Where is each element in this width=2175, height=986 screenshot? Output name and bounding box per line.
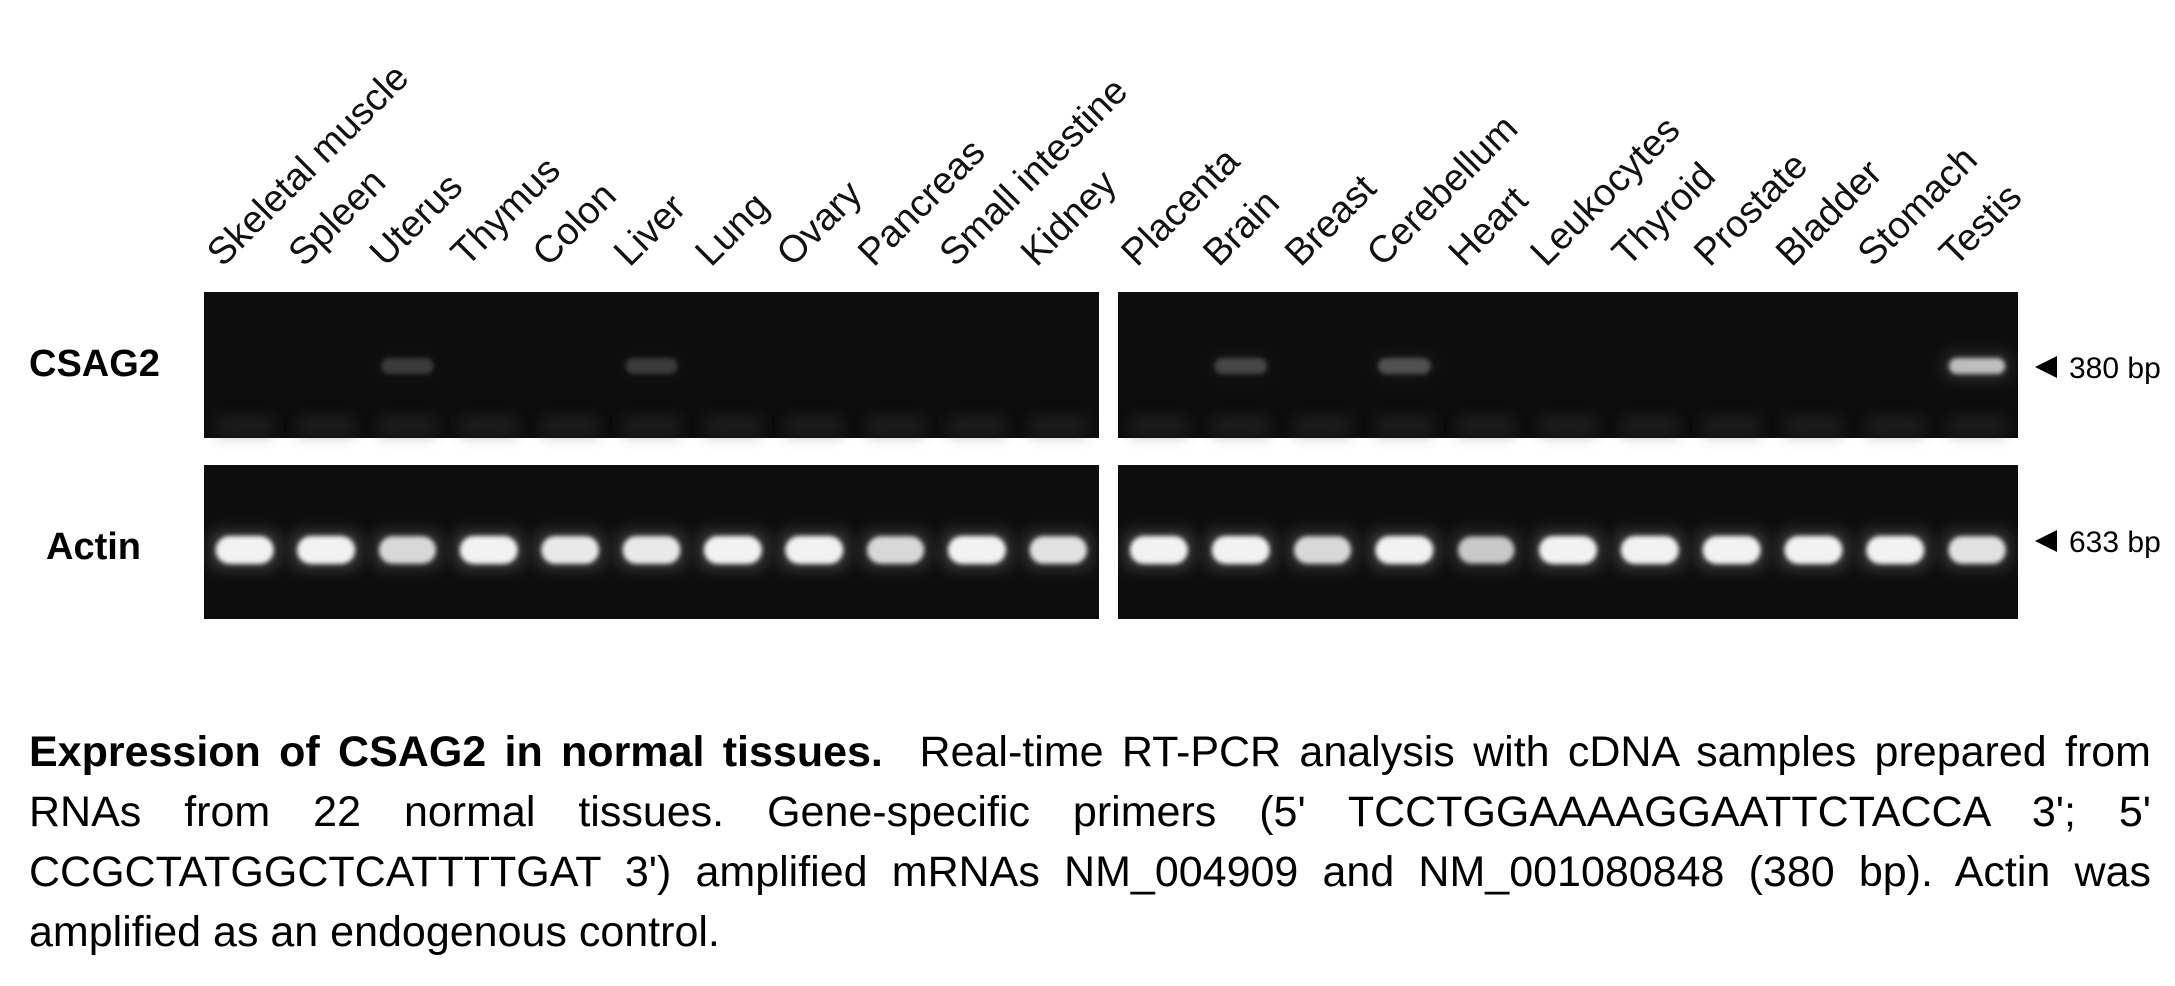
band-actin-heart	[1457, 536, 1515, 564]
band-actin-stomach	[1866, 536, 1925, 564]
size-label-csag2: 380 bp	[2069, 352, 2161, 385]
primer-smear	[460, 416, 517, 436]
band-csag2-cerebellum	[1377, 358, 1431, 374]
gel-figure: Skeletal muscleSpleenUterusThymusColonLi…	[29, 56, 2161, 619]
primer-smear	[1212, 416, 1269, 436]
size-marker-arrow-icon	[2035, 530, 2057, 552]
lane-label-breast: Breast	[1277, 167, 1385, 275]
gel-panels	[204, 292, 2018, 619]
band-actin-skeletal-muscle	[215, 536, 274, 564]
size-marker-arrow-icon	[2035, 356, 2057, 378]
lane-label-lung: Lung	[688, 185, 777, 274]
band-actin-lung	[703, 536, 762, 564]
band-actin-thymus	[459, 536, 518, 564]
band-csag2-brain	[1214, 358, 1268, 374]
band-actin-small-intestine	[947, 536, 1006, 564]
band-actin-breast	[1293, 536, 1352, 564]
band-actin-bladder	[1784, 536, 1843, 564]
primer-smear	[867, 416, 924, 436]
band-actin-brain	[1211, 536, 1270, 564]
row-labels: CSAG2 380 bp Actin 633 bp	[29, 343, 2161, 568]
primer-smear	[1130, 416, 1187, 436]
primer-smear	[542, 416, 599, 436]
size-label-actin: 633 bp	[2069, 526, 2161, 559]
primer-smear	[1785, 416, 1842, 436]
caption-body: Real-time RT-PCR analysis with cDNA samp…	[29, 728, 2151, 956]
primer-smear	[1540, 416, 1596, 436]
primer-smear	[786, 416, 843, 436]
primer-smear	[1458, 416, 1515, 436]
primer-smear	[704, 416, 761, 436]
primer-smear	[1703, 416, 1760, 436]
band-actin-cerebellum	[1375, 536, 1434, 564]
figure-caption: Expression of CSAG2 in normal tissues. R…	[29, 722, 2151, 962]
band-actin-colon	[541, 536, 599, 564]
band-csag2-testis	[1948, 358, 2006, 374]
primer-smear	[1949, 416, 2006, 436]
band-actin-placenta	[1129, 536, 1188, 564]
primer-smear	[1621, 416, 1678, 436]
band-actin-uterus	[378, 536, 436, 564]
primer-smear	[1867, 416, 1924, 436]
band-actin-thyroid	[1620, 536, 1679, 564]
band-actin-pancreas	[867, 536, 925, 564]
row-label-actin: Actin	[46, 526, 141, 568]
band-actin-liver	[622, 536, 681, 564]
lane-labels: Skeletal muscleSpleenUterusThymusColonLi…	[199, 56, 2030, 274]
primer-smear	[1376, 416, 1433, 436]
primer-smear	[948, 416, 1005, 436]
band-actin-leukocytes	[1539, 536, 1597, 564]
band-csag2-liver	[625, 358, 678, 374]
gel-panel-csag2-2	[1118, 292, 2018, 438]
band-actin-ovary	[785, 536, 844, 564]
caption-title: Expression of CSAG2 in normal tissues.	[29, 728, 883, 776]
primer-smear	[379, 416, 436, 436]
primer-smear	[623, 416, 680, 436]
lane-label-ovary: Ovary	[769, 173, 870, 274]
band-csag2-uterus	[381, 358, 434, 374]
primer-smear	[298, 416, 355, 436]
primer-smear	[216, 416, 273, 436]
band-actin-spleen	[297, 536, 356, 564]
band-actin-kidney	[1029, 536, 1088, 564]
primer-smear	[1294, 416, 1351, 436]
band-actin-prostate	[1702, 536, 1761, 564]
primer-smear	[1030, 416, 1087, 436]
band-actin-testis	[1948, 536, 2006, 564]
row-label-csag2: CSAG2	[29, 343, 160, 385]
